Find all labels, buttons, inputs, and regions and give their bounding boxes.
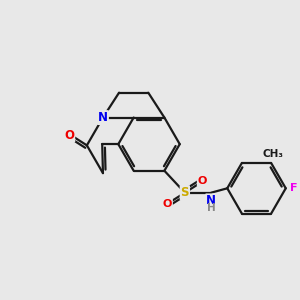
Text: F: F <box>290 183 298 193</box>
Text: O: O <box>64 129 74 142</box>
Text: N: N <box>206 194 216 207</box>
Text: N: N <box>98 111 108 124</box>
Text: O: O <box>198 176 207 186</box>
Text: S: S <box>181 186 189 199</box>
Text: CH₃: CH₃ <box>262 148 283 159</box>
Text: H: H <box>207 203 216 213</box>
Text: O: O <box>163 200 172 209</box>
